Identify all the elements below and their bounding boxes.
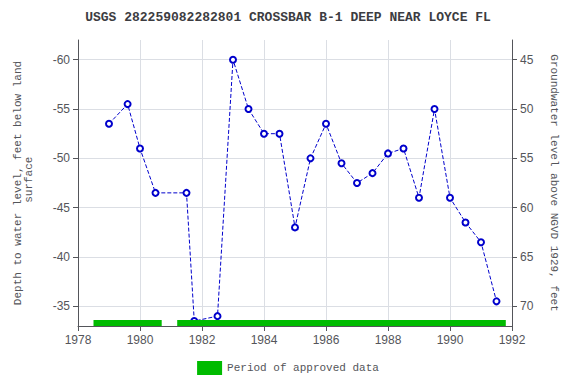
svg-text:Depth to water level, feet bel: Depth to water level, feet below land xyxy=(11,60,24,306)
svg-text:1986: 1986 xyxy=(313,333,340,347)
svg-text:Groundwater level above NGVD 1: Groundwater level above NGVD 1929, feet xyxy=(548,54,560,311)
svg-text:surface: surface xyxy=(23,157,35,210)
svg-text:1984: 1984 xyxy=(251,333,278,347)
svg-text:-50: -50 xyxy=(53,151,71,165)
svg-text:1980: 1980 xyxy=(127,333,154,347)
svg-text:Period of approved data: Period of approved data xyxy=(227,362,379,374)
svg-text:1988: 1988 xyxy=(375,333,402,347)
svg-text:70: 70 xyxy=(520,299,534,313)
svg-text:-40: -40 xyxy=(53,250,71,264)
svg-text:1982: 1982 xyxy=(189,333,216,347)
svg-text:1978: 1978 xyxy=(65,333,92,347)
svg-text:50: 50 xyxy=(520,102,534,116)
svg-text:65: 65 xyxy=(520,250,534,264)
svg-text:1990: 1990 xyxy=(437,333,464,347)
svg-text:USGS 282259082282801 CROSSBAR: USGS 282259082282801 CROSSBAR B-1 DEEP N… xyxy=(85,10,491,25)
svg-text:45: 45 xyxy=(520,53,534,67)
svg-text:1992: 1992 xyxy=(499,333,526,347)
svg-text:55: 55 xyxy=(520,151,534,165)
svg-text:-60: -60 xyxy=(53,53,71,67)
svg-text:-55: -55 xyxy=(53,102,71,116)
svg-text:-35: -35 xyxy=(53,299,71,313)
svg-text:60: 60 xyxy=(520,201,534,215)
svg-text:-45: -45 xyxy=(53,201,71,215)
